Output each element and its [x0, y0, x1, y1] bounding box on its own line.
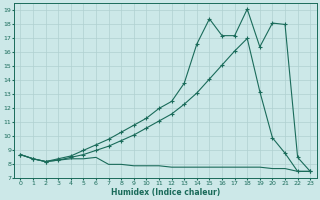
- X-axis label: Humidex (Indice chaleur): Humidex (Indice chaleur): [111, 188, 220, 197]
